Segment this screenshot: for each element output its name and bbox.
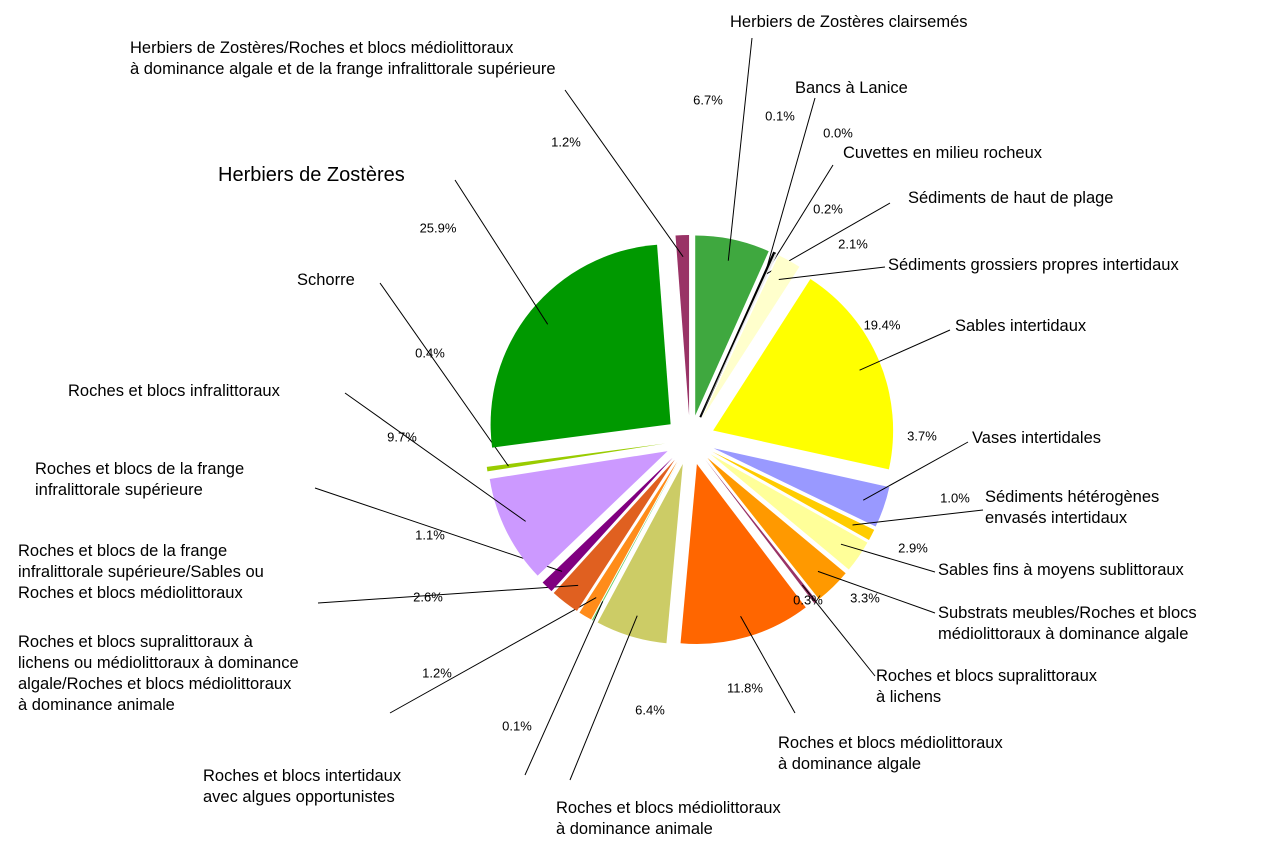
slice-label: Sédiments hétérogènes envasés intertidau… — [985, 488, 1160, 527]
value-label: 1.0% — [940, 490, 970, 506]
value-label: 19.4% — [863, 317, 901, 333]
leader-line — [863, 441, 969, 501]
pie-slice — [579, 461, 678, 620]
slice-label: Sédiments grossiers propres intertidaux — [888, 256, 1179, 274]
value-label: 2.1% — [838, 236, 868, 252]
value-label: 11.8% — [727, 680, 763, 696]
value-label: 1.1% — [415, 527, 445, 543]
leader-line — [379, 282, 509, 467]
slice-label: Sables intertidaux — [955, 317, 1087, 335]
value-label: 0.4% — [415, 345, 445, 361]
pie-slice — [700, 253, 778, 418]
value-label: 1.2% — [422, 665, 452, 681]
pie-slice — [680, 464, 806, 645]
leader-line — [454, 179, 549, 325]
pie-slice — [675, 235, 690, 416]
value-label: 9.7% — [387, 429, 417, 445]
value-label: 1.2% — [551, 134, 581, 150]
leader-line — [564, 89, 684, 258]
value-label: 0.1% — [765, 108, 795, 124]
pie-slice — [710, 454, 868, 570]
leader-line — [727, 37, 753, 261]
slice-label: Substrats meubles/Roches et blocs médiol… — [938, 604, 1197, 643]
leader-line — [859, 329, 951, 371]
slice-label: Herbiers de Zostères — [218, 164, 405, 186]
pie-slice — [699, 251, 777, 418]
pie-slice — [489, 451, 668, 576]
pie-slice — [705, 459, 817, 604]
slice-label: Sédiments de haut de plage — [908, 189, 1114, 207]
leader-line — [740, 616, 796, 714]
value-label: 6.4% — [635, 702, 665, 718]
slice-label: Herbiers de Zostères/Roches et blocs méd… — [130, 39, 556, 78]
value-label: 2.6% — [413, 589, 443, 605]
value-label: 6.7% — [693, 92, 723, 108]
slice-label: Roches et blocs de la frange infralittor… — [18, 542, 264, 602]
leader-line — [569, 615, 638, 781]
leader-line — [344, 392, 526, 522]
leader-line — [852, 509, 984, 526]
value-label: 0.1% — [502, 718, 532, 734]
leader-line — [314, 487, 563, 572]
leader-line — [778, 266, 886, 281]
slice-label: Bancs à Lanice — [795, 79, 908, 97]
pie-slice — [597, 463, 683, 644]
value-label: 0.3% — [793, 592, 823, 608]
slice-label: Roches et blocs médiolittoraux à dominan… — [778, 734, 1003, 773]
pie-slice — [707, 457, 846, 600]
pie-slice — [695, 235, 769, 416]
slice-label: Roches et blocs intertidaux avec algues … — [203, 767, 402, 806]
slice-label: Schorre — [297, 271, 355, 289]
slice-label: Cuvettes en milieu rocheux — [843, 144, 1043, 162]
pie-slice — [490, 244, 671, 448]
pie-slice — [713, 448, 890, 527]
slice-label: Sables fins à moyens sublittoraux — [938, 561, 1184, 579]
slice-label: Roches et blocs médiolittoraux à dominan… — [556, 799, 781, 838]
pie-slice — [712, 451, 875, 540]
leader-line — [801, 584, 876, 677]
leader-line — [389, 597, 597, 714]
pie-slice — [702, 255, 800, 419]
pie-slice — [553, 459, 675, 611]
leader-line — [524, 601, 604, 776]
value-label: 0.2% — [813, 201, 843, 217]
value-label: 3.7% — [907, 428, 937, 444]
leader-line — [317, 584, 579, 604]
leader-line — [840, 543, 936, 573]
slice-label: Roches et blocs infralittoraux — [68, 382, 280, 400]
value-label: 2.9% — [898, 540, 928, 556]
slice-label: Herbiers de Zostères clairsemés — [730, 13, 968, 31]
leader-line — [817, 570, 936, 614]
leader-line — [765, 164, 834, 274]
value-label: 25.9% — [419, 220, 457, 236]
slice-label: Roches et blocs de la frange infralittor… — [35, 460, 245, 499]
pie-slice — [713, 279, 894, 470]
pie-slice — [542, 457, 673, 592]
slice-label: Roches et blocs supralittoraux à lichens — [876, 667, 1098, 706]
value-label: 0.0% — [823, 125, 853, 141]
leader-line — [764, 97, 816, 273]
value-label: 3.3% — [850, 590, 880, 606]
pie-slice — [591, 461, 679, 621]
slice-label: Vases intertidales — [972, 429, 1102, 447]
pie-slice — [486, 443, 666, 472]
slice-label: Roches et blocs supralittoraux à lichens… — [18, 633, 299, 714]
